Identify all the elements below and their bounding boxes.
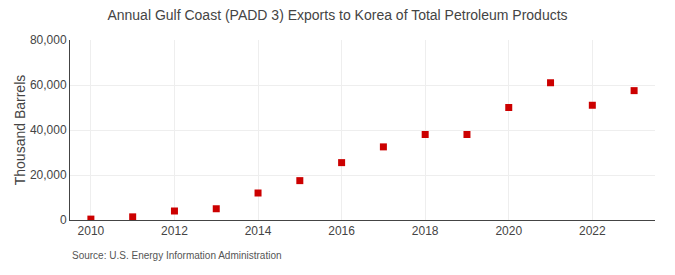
svg-text:2016: 2016 xyxy=(328,224,355,238)
svg-text:0: 0 xyxy=(60,213,67,227)
svg-text:2022: 2022 xyxy=(579,224,606,238)
svg-text:2020: 2020 xyxy=(495,224,522,238)
svg-text:40,000: 40,000 xyxy=(30,123,67,137)
svg-text:2012: 2012 xyxy=(161,224,188,238)
svg-text:2018: 2018 xyxy=(412,224,439,238)
svg-text:20,000: 20,000 xyxy=(30,168,67,182)
svg-text:Source: U.S. Energy Informatio: Source: U.S. Energy Information Administ… xyxy=(72,250,282,261)
svg-text:80,000: 80,000 xyxy=(30,33,67,47)
svg-text:2014: 2014 xyxy=(245,224,272,238)
svg-text:Thousand Barrels: Thousand Barrels xyxy=(12,75,28,186)
svg-text:2010: 2010 xyxy=(78,224,105,238)
svg-text:60,000: 60,000 xyxy=(30,78,67,92)
svg-text:Annual Gulf Coast (PADD 3) Exp: Annual Gulf Coast (PADD 3) Exports to Ko… xyxy=(107,7,567,23)
